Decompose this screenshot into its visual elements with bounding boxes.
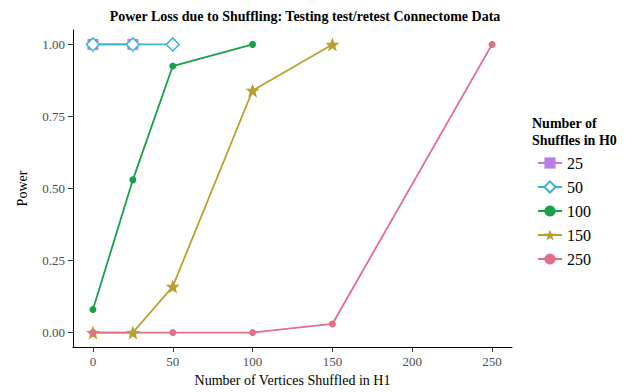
- svg-text:200: 200: [402, 354, 422, 369]
- svg-text:0: 0: [90, 354, 97, 369]
- svg-text:0.50: 0.50: [42, 181, 65, 196]
- svg-text:Number of: Number of: [532, 116, 597, 131]
- svg-text:150: 150: [567, 227, 591, 244]
- svg-text:250: 250: [482, 354, 502, 369]
- svg-text:Number of Vertices Shuffled in: Number of Vertices Shuffled in H1: [195, 373, 391, 388]
- svg-text:0.75: 0.75: [42, 109, 65, 124]
- svg-text:Shuffles in H0: Shuffles in H0: [532, 133, 617, 148]
- svg-text:50: 50: [166, 354, 179, 369]
- svg-text:100: 100: [243, 354, 262, 369]
- svg-text:Power Loss due to Shuffling: T: Power Loss due to Shuffling: Testing tes…: [110, 9, 501, 24]
- svg-text:150: 150: [323, 354, 343, 369]
- svg-text:0.25: 0.25: [42, 253, 65, 268]
- svg-text:1.00: 1.00: [42, 37, 65, 52]
- svg-text:25: 25: [567, 155, 583, 172]
- svg-text:250: 250: [567, 251, 591, 268]
- svg-text:100: 100: [567, 203, 591, 220]
- svg-text:Power: Power: [15, 170, 30, 206]
- svg-text:0.00: 0.00: [42, 325, 65, 340]
- svg-text:50: 50: [567, 179, 583, 196]
